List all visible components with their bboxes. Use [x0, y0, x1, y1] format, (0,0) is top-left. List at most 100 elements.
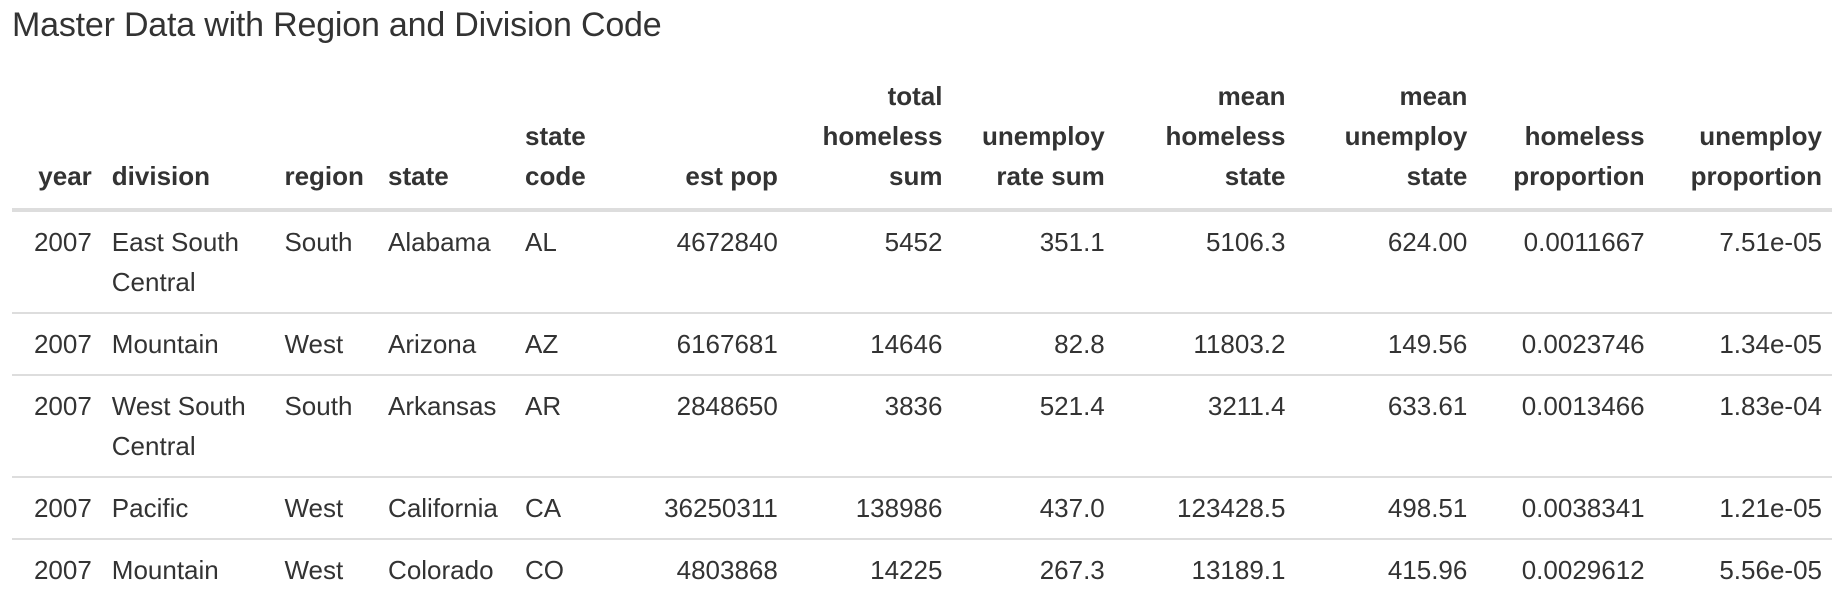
column-header-text: state — [525, 121, 586, 151]
cell-total-homeless-sum: 138986 — [787, 476, 953, 539]
cell-unemploy-rate-sum: 82.8 — [952, 312, 1115, 375]
table-caption: Master Data with Region and Division Cod… — [12, 6, 662, 44]
cell-unemploy-proportion: 7.51e-05 — [1719, 227, 1822, 257]
table-row: 2007 West South Central South Arkansas AR 2848… — [12, 374, 1832, 477]
column-header-text: sum — [888, 161, 943, 191]
cell-mean-homeless-state: 123428.5 — [1114, 476, 1296, 539]
cell-region: West — [274, 538, 379, 600]
cell-state: Arkansas — [378, 374, 516, 477]
cell-unemploy-rate-sum: 521.4 — [952, 374, 1115, 477]
cell-est-pop: 2848650 — [620, 374, 788, 477]
column-header-total-homeless-sum: total homeless sum — [787, 76, 953, 212]
column-header-text: homeless — [822, 121, 943, 151]
cell-est-pop: 4672840 — [676, 227, 778, 257]
cell-unemploy-proportion: 5.56e-05 — [1654, 538, 1832, 600]
cell-year: 2007 — [12, 312, 102, 375]
cell-division: Mountain — [101, 312, 275, 375]
column-header-text: division — [111, 161, 211, 191]
column-header-state-code: state code — [515, 76, 621, 212]
cell-text: West South — [111, 391, 246, 421]
column-header-region: region — [274, 76, 379, 212]
cell-state: California — [378, 476, 516, 539]
cell-est-pop: 4803868 — [620, 538, 788, 600]
column-header-text: mean — [1217, 81, 1286, 111]
column-header-text: region — [284, 161, 364, 191]
cell-year: 2007 — [12, 476, 102, 539]
cell-mean-homeless-state: 5106.3 — [1205, 227, 1286, 257]
column-header-text: mean — [1399, 81, 1468, 111]
column-header-division: division — [101, 76, 275, 212]
cell-region: West — [274, 476, 379, 539]
cell-mean-homeless-state: 11803.2 — [1114, 312, 1296, 375]
table-row: 2007 East South Central South Alabama AL 46728… — [12, 210, 1832, 313]
cell-year: 2007 — [33, 227, 92, 257]
cell-homeless-proportion: 0.0011667 — [1523, 227, 1645, 257]
column-header-text: proportion — [1690, 161, 1822, 191]
column-header-unemploy-rate-sum: unemploy rate sum — [952, 76, 1115, 212]
column-header-mean-unemploy-state: mean unemploy state — [1295, 76, 1478, 212]
cell-text: Central — [111, 267, 196, 297]
cell-homeless-proportion: 0.0029612 — [1477, 538, 1655, 600]
cell-unemploy-rate-sum: 437.0 — [952, 476, 1115, 539]
table-row: 2007 Mountain West Arizona AZ 6167681 14646 82.… — [12, 312, 1832, 375]
cell-homeless-proportion: 0.0023746 — [1477, 312, 1655, 375]
cell-state: Alabama — [388, 227, 491, 257]
cell-total-homeless-sum: 14646 — [787, 312, 953, 375]
cell-unemploy-proportion: 1.83e-04 — [1654, 374, 1832, 477]
column-header-text: est pop — [685, 161, 778, 191]
cell-mean-unemploy-state: 633.61 — [1295, 374, 1478, 477]
header-row: year division region state state code est pop t… — [12, 76, 1832, 212]
cell-unemploy-proportion: 1.34e-05 — [1654, 312, 1832, 375]
cell-state-code: AZ — [515, 312, 621, 375]
cell-mean-unemploy-state: 624.00 — [1387, 227, 1468, 257]
cell-mean-homeless-state: 3211.4 — [1114, 374, 1296, 477]
cell-division: West South Central — [101, 374, 275, 477]
cell-est-pop: 36250311 — [620, 476, 788, 539]
cell-homeless-proportion: 0.0013466 — [1477, 374, 1655, 477]
cell-total-homeless-sum: 3836 — [787, 374, 953, 477]
cell-mean-unemploy-state: 415.96 — [1295, 538, 1478, 600]
column-header-text: state — [388, 161, 449, 191]
cell-total-homeless-sum: 14225 — [787, 538, 953, 600]
cell-mean-homeless-state: 13189.1 — [1114, 538, 1296, 600]
cell-unemploy-proportion: 1.21e-05 — [1654, 476, 1832, 539]
cell-year: 2007 — [12, 374, 102, 477]
cell-text: East South — [111, 227, 239, 257]
cell-unemploy-rate-sum: 267.3 — [952, 538, 1115, 600]
column-header-text: rate sum — [996, 161, 1105, 191]
column-header-est-pop: est pop — [620, 76, 788, 212]
cell-state: Arizona — [378, 312, 516, 375]
column-header-text: code — [525, 161, 586, 191]
column-header-homeless-proportion: homeless proportion — [1477, 76, 1655, 212]
cell-text: Central — [111, 431, 196, 461]
cell-text: Mountain — [111, 329, 219, 359]
column-header-state: state — [378, 76, 516, 212]
column-header-text: state — [1406, 161, 1468, 191]
master-data-table: year division region state state code est pop t… — [12, 76, 1832, 600]
column-header-text: homeless — [1165, 121, 1286, 151]
column-header-text: state — [1224, 161, 1286, 191]
cell-homeless-proportion: 0.0038341 — [1477, 476, 1655, 539]
column-header-mean-homeless-state: mean homeless state — [1114, 76, 1296, 212]
column-header-text: proportion — [1513, 161, 1645, 191]
cell-total-homeless-sum: 5452 — [884, 227, 943, 257]
column-header-text: year — [38, 161, 92, 191]
cell-state: Colorado — [378, 538, 516, 600]
cell-est-pop: 6167681 — [620, 312, 788, 375]
cell-region: West — [274, 312, 379, 375]
cell-division: Pacific — [101, 476, 275, 539]
column-header-text: homeless — [1524, 121, 1645, 151]
cell-state-code: CA — [515, 476, 621, 539]
cell-unemploy-rate-sum: 351.1 — [1039, 227, 1105, 257]
table-row: 2007 Mountain West Colorado CO 4803868 14225 26… — [12, 538, 1832, 600]
column-header-text: total — [887, 81, 943, 111]
cell-state-code: CO — [515, 538, 621, 600]
cell-region: South — [284, 227, 353, 257]
cell-state-code: AR — [515, 374, 621, 477]
cell-text: Pacific — [111, 493, 189, 523]
cell-division: Mountain — [101, 538, 275, 600]
cell-division: East South Central — [102, 210, 275, 313]
cell-state-code: AL — [525, 227, 557, 257]
cell-mean-unemploy-state: 498.51 — [1295, 476, 1478, 539]
column-header-text: unemploy — [1344, 121, 1468, 151]
